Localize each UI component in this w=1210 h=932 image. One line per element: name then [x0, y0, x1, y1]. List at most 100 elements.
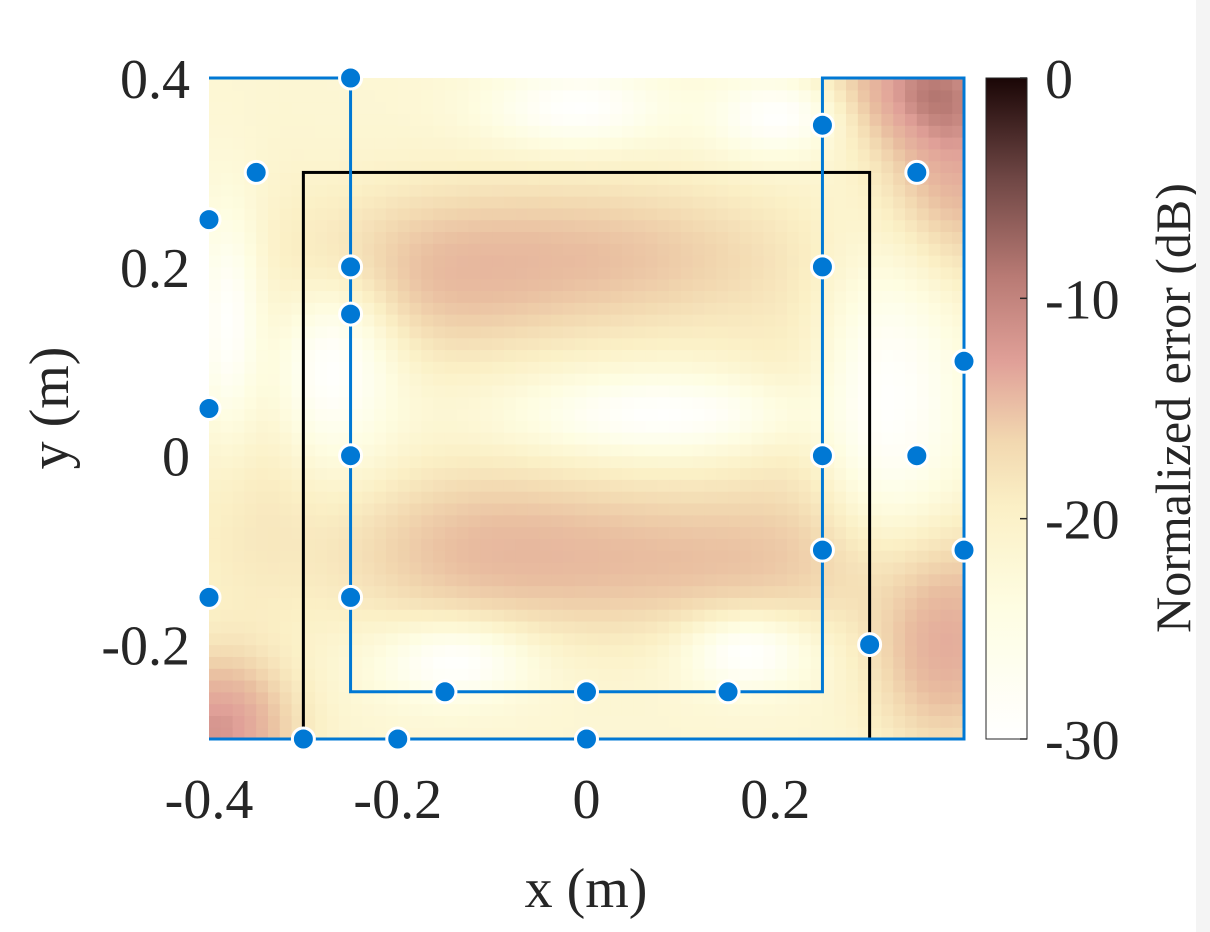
heatmap-cell [220, 550, 234, 563]
heatmap-cell [338, 691, 352, 705]
heatmap-cell [857, 101, 871, 115]
heatmap-cell [633, 243, 647, 256]
heatmap-cell [503, 302, 517, 315]
heatmap-cell [409, 78, 422, 91]
heatmap-cell [326, 349, 340, 362]
heatmap-cell [515, 691, 529, 705]
heatmap-cell [232, 727, 245, 739]
heatmap-cell [374, 113, 387, 126]
heatmap-cell [657, 644, 670, 657]
heatmap-cell [787, 231, 800, 244]
heatmap-cell [209, 101, 222, 115]
heatmap-cell [527, 715, 540, 728]
heatmap-cell [551, 715, 564, 728]
measurement-point [715, 679, 741, 705]
heatmap-cell [846, 266, 859, 280]
heatmap-cell [291, 349, 304, 362]
heatmap-cell [374, 172, 387, 185]
heatmap-cell [846, 231, 859, 244]
heatmap-cell [515, 349, 529, 362]
heatmap-cell [952, 479, 964, 492]
heatmap-cell [669, 550, 682, 563]
heatmap-cell [539, 278, 552, 292]
heatmap-cell [846, 325, 859, 339]
heatmap-cell [834, 526, 847, 539]
heatmap-cell [952, 396, 964, 410]
heatmap-cell [468, 278, 481, 292]
heatmap-cell [798, 703, 812, 716]
heatmap-cell [385, 455, 399, 469]
heatmap-cell [905, 219, 918, 233]
heatmap-cell [669, 184, 682, 197]
heatmap-cell [787, 361, 800, 374]
heatmap-cell [315, 160, 328, 174]
heatmap-cell [350, 479, 363, 492]
heatmap-cell [893, 302, 906, 315]
heatmap-cell [598, 125, 611, 138]
heatmap-cell [279, 502, 293, 516]
heatmap-cell [728, 561, 741, 575]
heatmap-cell [326, 137, 340, 150]
heatmap-cell [267, 679, 281, 693]
heatmap-cell [551, 597, 564, 610]
heatmap-cell [669, 514, 682, 528]
heatmap-cell [798, 113, 812, 126]
heatmap-cell [621, 514, 635, 528]
heatmap-cell [338, 207, 352, 221]
heatmap-cell [468, 632, 481, 646]
heatmap-cell [303, 573, 316, 587]
heatmap-cell [527, 727, 540, 739]
heatmap-cell [209, 561, 222, 575]
heatmap-cell [857, 184, 871, 197]
heatmap-cell [834, 479, 847, 492]
heatmap-cell [598, 290, 611, 303]
heatmap-cell [586, 455, 599, 469]
heatmap-cell [480, 373, 493, 386]
heatmap-cell [267, 561, 281, 575]
heatmap-cell [798, 349, 812, 362]
heatmap-cell [551, 255, 564, 268]
heatmap-cell [633, 727, 647, 739]
heatmap-cell [680, 597, 694, 610]
heatmap-cell [468, 207, 481, 221]
heatmap-cell [763, 160, 776, 174]
heatmap-cell [362, 455, 375, 469]
heatmap-cell [598, 443, 611, 457]
heatmap-cell [610, 479, 623, 492]
heatmap-cell [256, 278, 269, 292]
heatmap-cell [645, 290, 658, 303]
heatmap-cell [952, 266, 964, 280]
heatmap-cell [279, 727, 293, 739]
heatmap-cell [503, 290, 517, 303]
heatmap-cell [350, 502, 363, 516]
heatmap-cell [586, 290, 599, 303]
heatmap-cell [775, 196, 788, 209]
heatmap-cell [397, 384, 411, 398]
heatmap-cell [291, 89, 304, 103]
heatmap-cell [574, 290, 588, 303]
heatmap-cell [480, 349, 493, 362]
heatmap-cell [279, 384, 293, 398]
heatmap-cell [787, 89, 800, 103]
heatmap-cell [763, 219, 776, 233]
heatmap-cell [952, 585, 964, 598]
heatmap-cell [810, 597, 824, 610]
heatmap-cell [751, 373, 765, 386]
heatmap-cell [232, 231, 245, 244]
heatmap-cell [374, 396, 387, 410]
heatmap-cell [421, 113, 434, 126]
heatmap-cell [621, 609, 635, 622]
heatmap-cell [621, 573, 635, 587]
heatmap-cell [209, 632, 222, 646]
heatmap-cell [362, 278, 375, 292]
measurement-point [338, 584, 364, 610]
heatmap-cell [645, 373, 658, 386]
heatmap-cell [775, 609, 788, 622]
heatmap-cell [610, 302, 623, 315]
heatmap-cell [362, 266, 375, 280]
heatmap-cell [916, 361, 930, 374]
heatmap-cell [492, 467, 505, 480]
heatmap-cell [822, 467, 835, 480]
heatmap-cell [267, 255, 281, 268]
heatmap-cell [751, 408, 765, 421]
